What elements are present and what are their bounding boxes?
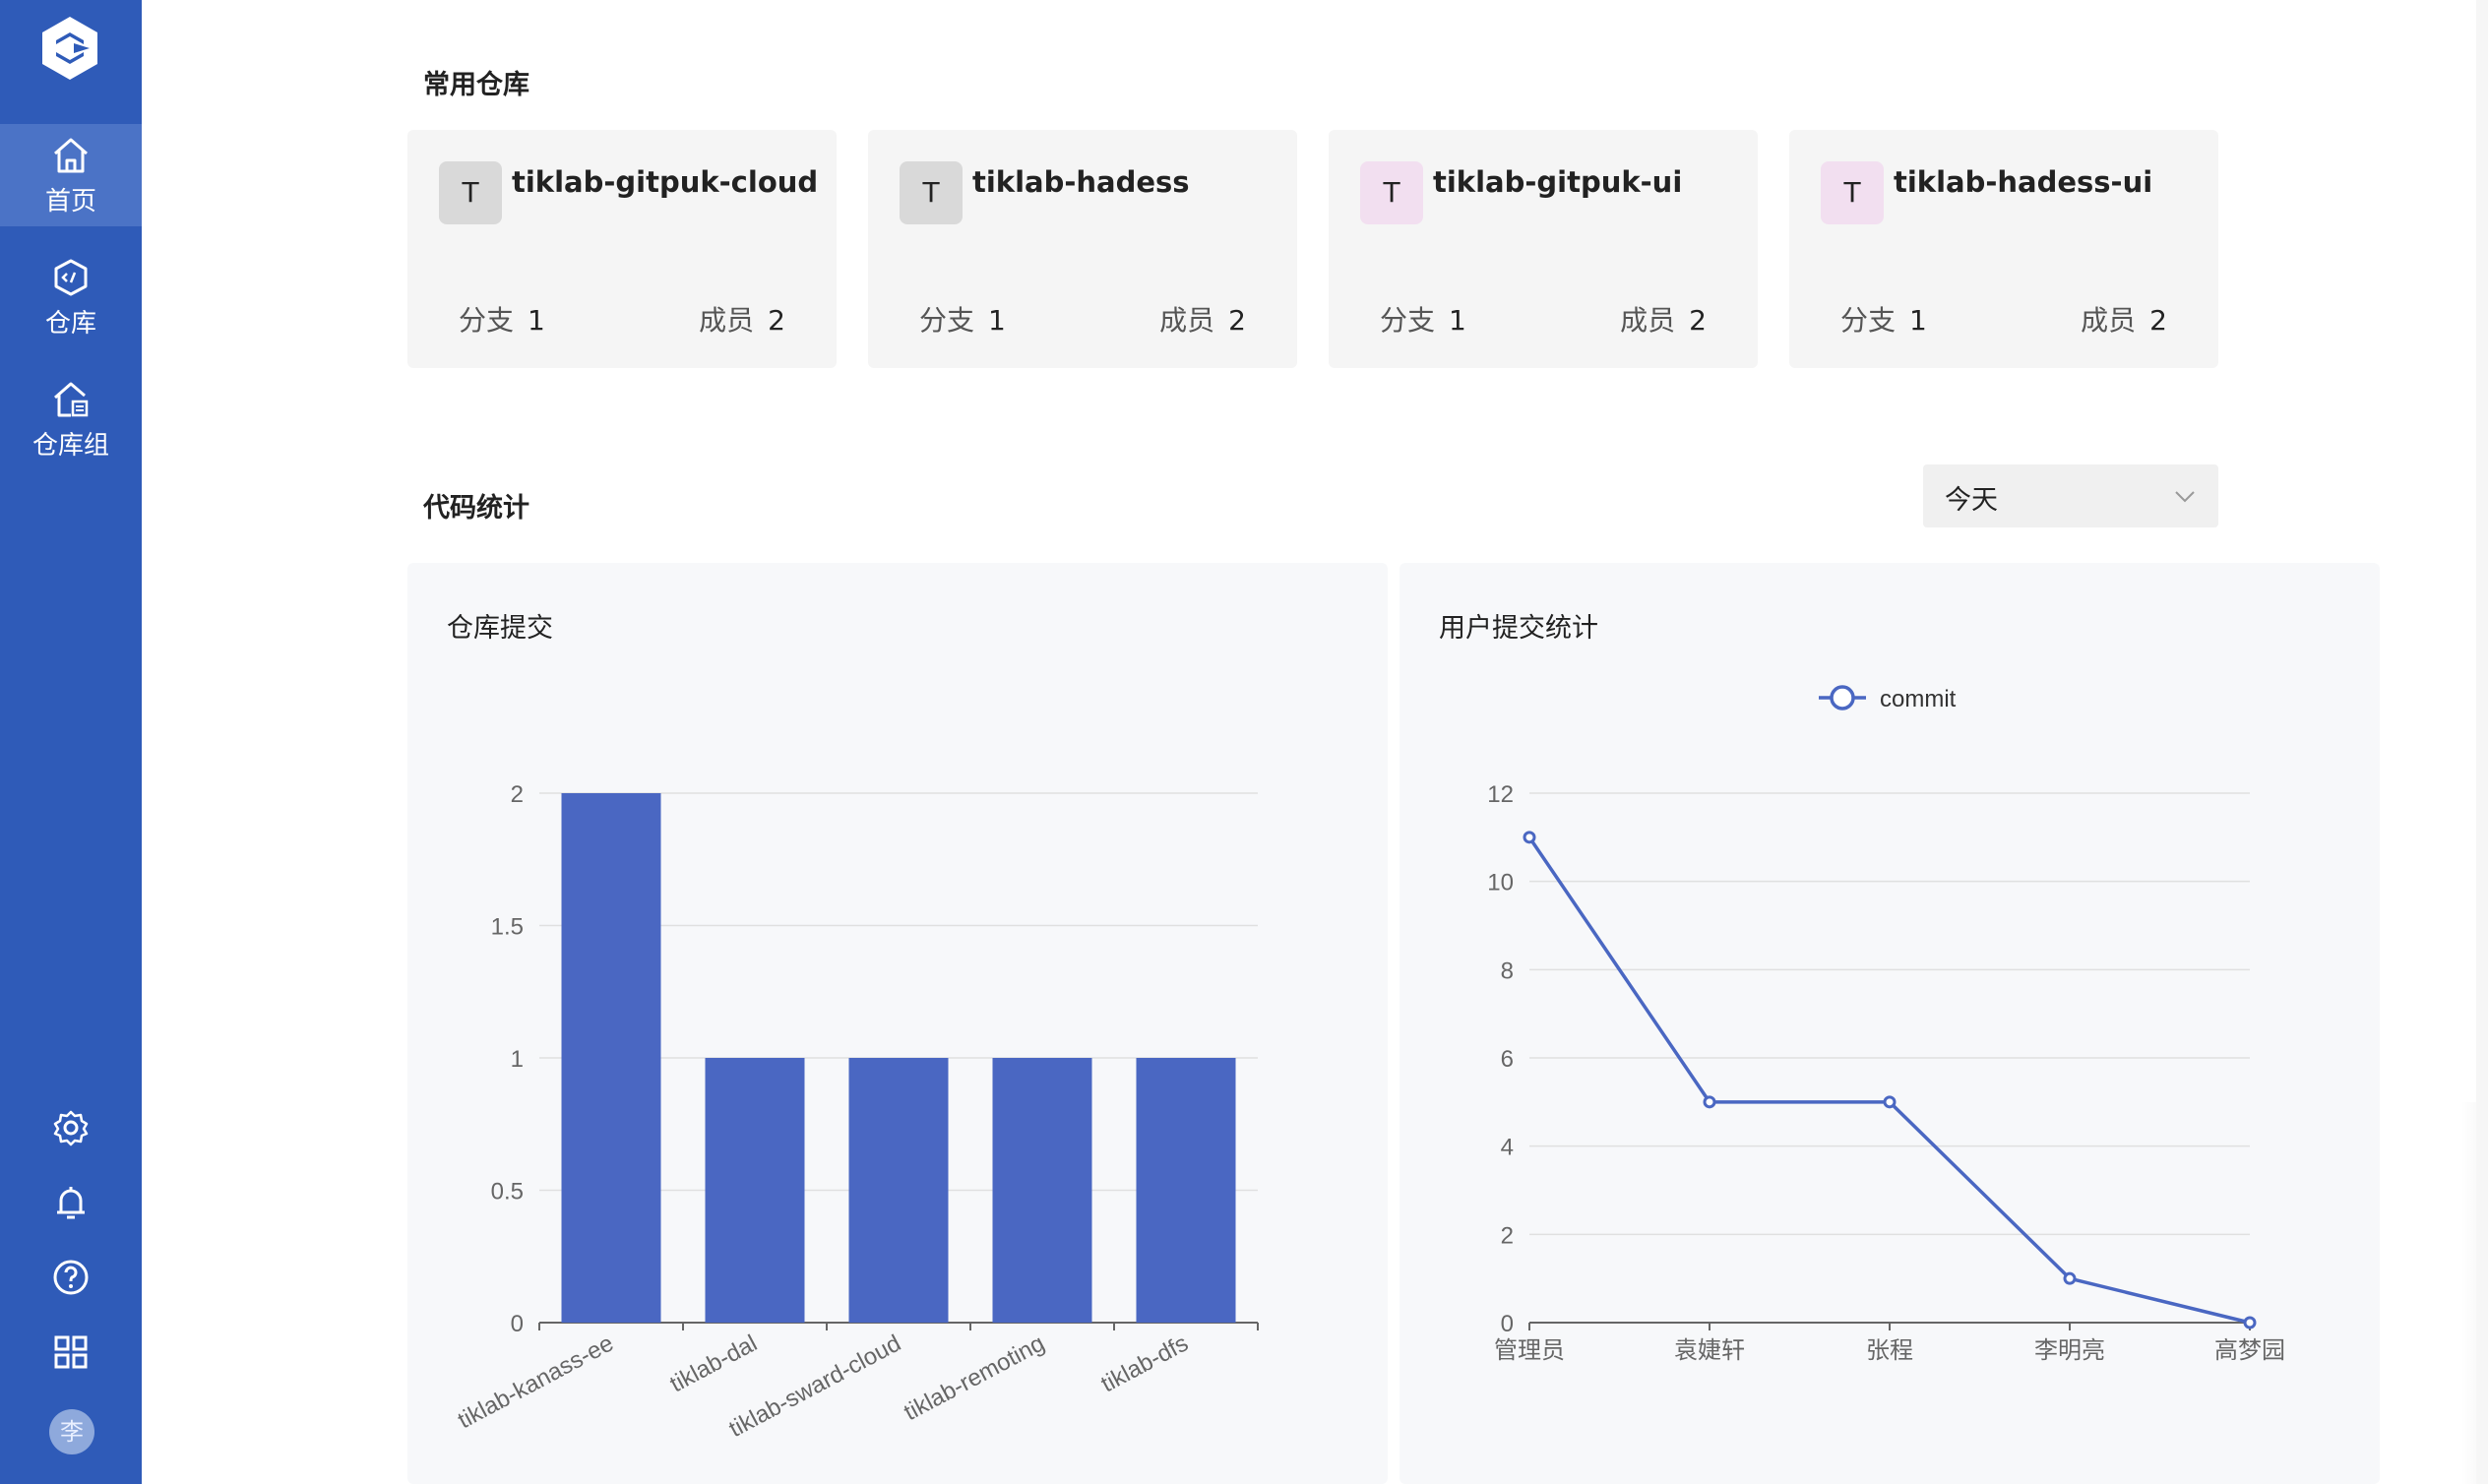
x-tick-label: tiklab-dal [665,1329,761,1397]
branch-count: 1 [528,304,545,337]
help-icon[interactable] [51,1258,91,1297]
date-range-select[interactable]: 今天 [1923,464,2218,527]
repo-branch-stat: 分支 1 [459,299,545,339]
repo-branch-stat: 分支 1 [1380,299,1466,339]
x-tick-label: 管理员 [1494,1336,1565,1364]
y-tick-label: 4 [1501,1135,1514,1161]
y-tick-label: 0 [511,1311,524,1337]
member-label: 成员 [1620,304,1676,337]
chart-title: 仓库提交 [447,613,553,644]
sidebar-item-label: 仓库组 [31,431,109,461]
sidebar-item-repository[interactable]: 仓库 [0,246,142,348]
repo-member-stat: 成员 2 [699,299,785,339]
x-tick-label: 李明亮 [2034,1336,2105,1364]
repo-name[interactable]: tiklab-gitpuk-ui [1433,165,1683,199]
member-count: 2 [1228,304,1246,337]
sidebar-item-label: 仓库 [44,309,96,339]
chevron-down-icon [2175,491,2195,503]
section-title-frequent: 常用仓库 [423,70,529,100]
repo-member-stat: 成员 2 [1620,299,1707,339]
y-tick-label: 0 [1501,1311,1514,1337]
bar [561,793,661,1323]
branch-count: 1 [1909,304,1927,337]
date-range-value: 今天 [1945,485,1998,516]
y-tick-label: 8 [1501,958,1514,984]
branch-label: 分支 [1840,304,1897,337]
sidebar-item-repository-group[interactable]: 仓库组 [0,368,142,470]
user-commit-chart-panel: 用户提交统计 0 2 4 6 8 10 12 管理员 袁婕轩 张程 李明亮 高梦园 commit [1400,563,2380,1484]
repo-branch-stat: 分支 1 [919,299,1006,339]
repo-member-stat: 成员 2 [2081,299,2167,339]
repo-member-stat: 成员 2 [1159,299,1246,339]
repo-branch-stat: 分支 1 [1840,299,1927,339]
bar [848,1058,949,1323]
section-title-stats: 代码统计 [423,493,529,524]
chart-title: 用户提交统计 [1439,613,1598,644]
home-icon [54,138,88,173]
y-tick-label: 1 [511,1046,524,1073]
repo-badge: T [900,161,963,224]
data-point [2063,1271,2077,1285]
sidebar-item-label: 首页 [44,187,96,216]
y-tick-label: 10 [1487,870,1514,897]
branch-label: 分支 [919,304,975,337]
legend-marker [1830,685,1855,711]
repository-group-icon [54,382,89,417]
y-tick-label: 0.5 [491,1179,524,1206]
avatar[interactable]: 李 [49,1409,94,1454]
x-tick-label: tiklab-kanass-ee [454,1329,618,1434]
sidebar: 首页 仓库 仓库组 李 [0,0,142,1484]
x-tick-label: 高梦园 [2214,1336,2285,1364]
member-label: 成员 [1159,304,1215,337]
branch-label: 分支 [1380,304,1436,337]
bar-chart: 0 0.5 1 1.5 2 tiklab-kanass-ee tiklab-dal tikla… [454,781,1259,1443]
repo-name[interactable]: tiklab-hadess [972,165,1190,199]
chart-legend: commit [1819,685,1957,712]
repo-commit-chart-panel: 仓库提交 0 0.5 1 1.5 2 tiklab-kanass-ee tiklab-dal… [407,563,1388,1484]
repo-badge: T [439,161,502,224]
series-line [1527,835,2251,1325]
data-point [1883,1095,1897,1109]
x-tick-label: tiklab-remoting [900,1329,1049,1426]
repo-name[interactable]: tiklab-gitpuk-cloud [512,165,819,199]
repo-badge: T [1821,161,1884,224]
bar [1136,1058,1236,1323]
y-tick-label: 2 [511,781,524,808]
member-count: 2 [768,304,785,337]
bar [705,1058,805,1323]
app-logo-icon[interactable] [35,14,104,83]
repository-icon [54,259,88,296]
member-label: 成员 [699,304,755,337]
y-tick-label: 6 [1501,1046,1514,1073]
branch-count: 1 [988,304,1006,337]
x-tick-label: 张程 [1866,1336,1913,1364]
member-label: 成员 [2081,304,2137,337]
member-count: 2 [2149,304,2167,337]
line-chart: 0 2 4 6 8 10 12 管理员 袁婕轩 张程 李明亮 高梦园 commit [1487,685,2285,1364]
sidebar-item-home[interactable]: 首页 [0,124,142,226]
member-count: 2 [1689,304,1707,337]
repo-badge: T [1360,161,1423,224]
y-tick-label: 12 [1487,781,1514,808]
apps-grid-icon[interactable] [51,1332,91,1372]
repo-name[interactable]: tiklab-hadess-ui [1894,165,2153,199]
y-tick-label: 2 [1501,1222,1514,1249]
data-point [2243,1316,2257,1329]
bar [992,1058,1092,1323]
bell-icon[interactable] [51,1183,91,1222]
branch-label: 分支 [459,304,515,337]
settings-icon[interactable] [51,1108,91,1147]
branch-count: 1 [1449,304,1466,337]
x-tick-label: 袁婕轩 [1674,1336,1745,1364]
x-tick-label: tiklab-dfs [1096,1329,1192,1397]
y-tick-label: 1.5 [491,914,524,941]
legend-label: commit [1880,686,1957,712]
data-point [1703,1095,1716,1109]
data-point [1523,831,1536,844]
scrollbar[interactable] [2476,0,2488,1484]
